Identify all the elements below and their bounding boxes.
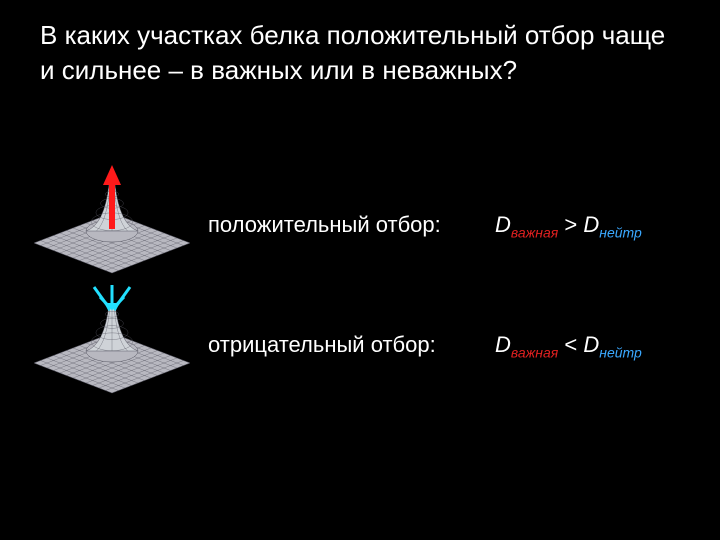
row2-label: отрицательный отбор: <box>208 332 436 358</box>
row1-formula: Dважная > Dнейтр <box>495 212 642 240</box>
surface-plot-negative <box>30 285 195 405</box>
surface-plot-positive <box>30 165 195 285</box>
row1-label: положительный отбор: <box>208 212 441 238</box>
slide: В каких участках белка положительный отб… <box>0 0 720 540</box>
slide-title: В каких участках белка положительный отб… <box>40 18 680 88</box>
row2-formula: Dважная < Dнейтр <box>495 332 642 360</box>
